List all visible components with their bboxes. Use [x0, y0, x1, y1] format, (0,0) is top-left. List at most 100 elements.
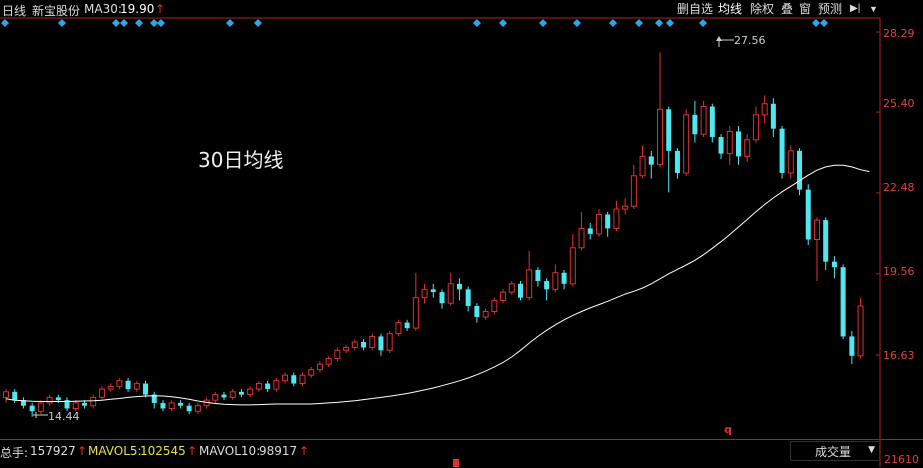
candle[interactable] — [282, 374, 289, 382]
candle[interactable] — [595, 214, 602, 235]
candle[interactable] — [761, 103, 768, 116]
candle[interactable] — [81, 402, 87, 406]
candle[interactable] — [334, 349, 341, 360]
candle[interactable] — [666, 109, 672, 151]
candle[interactable] — [325, 358, 332, 365]
candle[interactable] — [823, 220, 829, 262]
candle[interactable] — [98, 388, 105, 398]
candle[interactable] — [168, 402, 175, 409]
candle[interactable] — [351, 341, 358, 349]
candle[interactable] — [752, 114, 759, 141]
candle[interactable] — [20, 400, 26, 406]
candle[interactable] — [430, 289, 436, 293]
menu-dropdown-icon[interactable]: ▼ — [867, 1, 880, 17]
candle[interactable] — [744, 139, 751, 157]
candle[interactable] — [561, 272, 567, 284]
candle[interactable] — [238, 391, 244, 395]
event-marker-icon[interactable] — [539, 19, 547, 27]
indicator-dropdown[interactable]: 成交量 ▼ — [790, 441, 880, 461]
forecast-button[interactable]: 预测 — [816, 1, 845, 17]
candle[interactable] — [265, 383, 271, 390]
candle[interactable] — [316, 363, 323, 371]
candle[interactable] — [718, 136, 724, 154]
candle[interactable] — [456, 283, 462, 290]
candle[interactable] — [683, 114, 690, 174]
candle[interactable] — [361, 341, 367, 348]
candle[interactable] — [46, 396, 53, 404]
candle[interactable] — [116, 380, 123, 387]
remove-favorite-button[interactable]: 删自选 — [675, 1, 716, 17]
candle[interactable] — [474, 305, 480, 318]
candle[interactable] — [160, 402, 166, 409]
event-marker-icon[interactable] — [812, 19, 820, 27]
candle[interactable] — [212, 394, 219, 401]
event-marker-icon[interactable] — [473, 19, 481, 27]
candle[interactable] — [508, 283, 515, 293]
candle[interactable] — [700, 106, 707, 135]
overlay-button[interactable]: 叠 — [779, 1, 796, 17]
event-marker-icon[interactable] — [157, 19, 165, 27]
candle[interactable] — [709, 106, 715, 137]
candle[interactable] — [273, 380, 280, 390]
candle[interactable] — [622, 205, 629, 210]
candle[interactable] — [37, 402, 44, 412]
candle[interactable] — [482, 311, 489, 318]
collapse-icon[interactable]: ▶| — [848, 1, 863, 17]
candle[interactable] — [133, 383, 140, 390]
candle[interactable] — [194, 405, 201, 412]
event-marker-icon[interactable] — [1, 19, 9, 27]
candle[interactable] — [221, 394, 227, 398]
candle[interactable] — [674, 150, 680, 174]
event-marker-icon[interactable] — [666, 19, 674, 27]
candle[interactable] — [421, 288, 428, 299]
candle[interactable] — [639, 155, 646, 177]
candle[interactable] — [849, 336, 855, 356]
candle[interactable] — [439, 292, 445, 304]
event-marker-icon[interactable] — [655, 19, 663, 27]
candle[interactable] — [578, 227, 585, 249]
candle[interactable] — [465, 289, 471, 306]
candle[interactable] — [72, 402, 79, 409]
candle[interactable] — [648, 156, 654, 165]
event-marker-icon[interactable] — [635, 19, 643, 27]
candle[interactable] — [517, 283, 523, 298]
candle[interactable] — [447, 283, 454, 304]
candle[interactable] — [787, 150, 794, 174]
candle[interactable] — [726, 130, 733, 155]
candle[interactable] — [831, 261, 837, 268]
candle[interactable] — [526, 269, 533, 299]
candle[interactable] — [813, 219, 820, 240]
ex-rights-button[interactable]: 除权 — [748, 1, 777, 17]
event-marker-icon[interactable] — [112, 19, 120, 27]
candle[interactable] — [299, 374, 306, 385]
candle[interactable] — [386, 333, 393, 351]
event-marker-icon[interactable] — [120, 19, 128, 27]
candle[interactable] — [343, 347, 350, 351]
candle[interactable] — [64, 400, 70, 409]
candle[interactable] — [107, 385, 114, 390]
candle[interactable] — [779, 128, 785, 174]
candle[interactable] — [805, 189, 811, 240]
candle[interactable] — [770, 103, 776, 129]
event-marker-icon[interactable] — [499, 19, 507, 27]
candle[interactable] — [29, 405, 35, 412]
candle[interactable] — [544, 281, 550, 290]
candle[interactable] — [378, 336, 384, 351]
candle[interactable] — [840, 267, 846, 337]
candle[interactable] — [143, 383, 149, 395]
candle[interactable] — [395, 322, 402, 335]
ma-button[interactable]: 均线 — [716, 1, 745, 17]
candle[interactable] — [569, 247, 576, 285]
candle[interactable] — [552, 272, 559, 290]
candle[interactable] — [412, 297, 419, 329]
candle[interactable] — [587, 228, 593, 234]
candle[interactable] — [797, 150, 803, 190]
candle[interactable] — [404, 322, 410, 329]
event-marker-icon[interactable] — [254, 19, 262, 27]
candle[interactable] — [291, 375, 297, 384]
candle[interactable] — [3, 391, 9, 398]
candle[interactable] — [491, 299, 498, 313]
event-marker-icon[interactable] — [226, 19, 234, 27]
window-button[interactable]: 窗 — [797, 1, 814, 17]
